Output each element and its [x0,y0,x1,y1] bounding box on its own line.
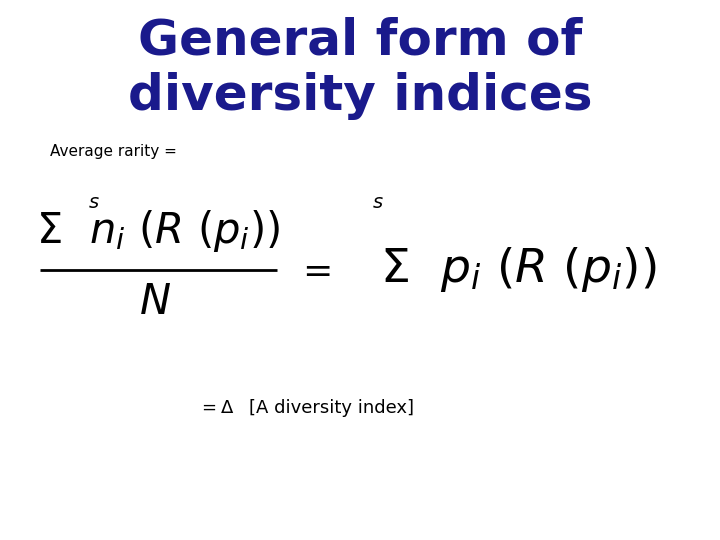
Text: $= \Delta$: $= \Delta$ [198,399,234,417]
Text: [A diversity index]: [A diversity index] [248,399,414,417]
Text: $=$: $=$ [295,253,331,287]
Text: $s$: $s$ [372,193,384,212]
Text: $s$: $s$ [88,193,99,212]
Text: Average rarity =: Average rarity = [50,144,177,159]
Text: General form of
diversity indices: General form of diversity indices [127,16,593,120]
Text: $\Sigma\ \ n_i\ (R\ (p_i))$: $\Sigma\ \ n_i\ (R\ (p_i))$ [37,208,280,254]
Text: $N$: $N$ [139,281,171,323]
Text: $\Sigma\ \ p_i\ (R\ (p_i))$: $\Sigma\ \ p_i\ (R\ (p_i))$ [380,246,657,294]
